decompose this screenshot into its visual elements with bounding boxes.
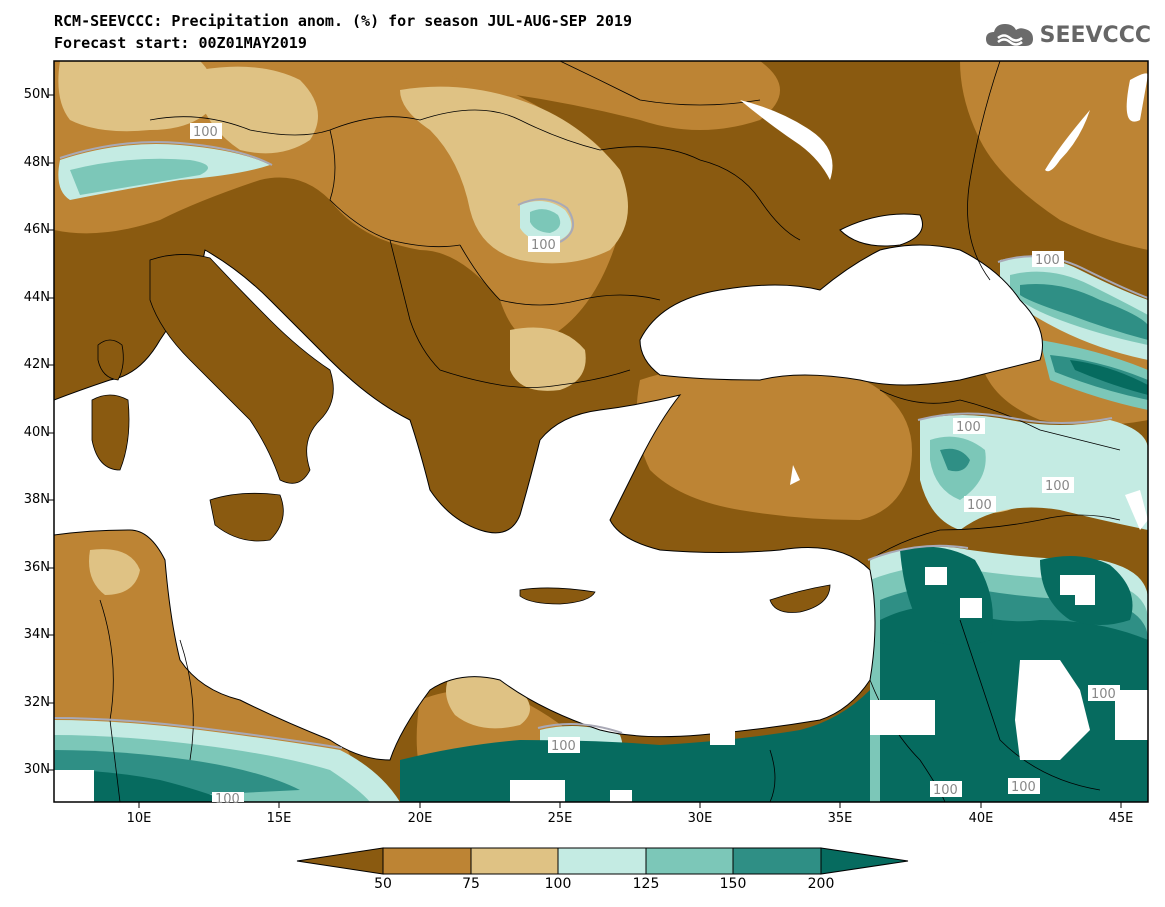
lat-label-46n: 46N — [23, 222, 50, 237]
forecast-start-subtitle: Forecast start: 00Z01MAY2019 — [54, 34, 307, 52]
contour-label: 100 — [1091, 687, 1116, 702]
contour-label: 100 — [956, 420, 981, 435]
colorbar-label-50: 50 — [374, 876, 392, 892]
lon-label-10e: 10E — [126, 811, 152, 826]
lat-label-40n: 40N — [23, 425, 50, 440]
contour-label: 100 — [933, 783, 958, 798]
contour-label: 100 — [967, 498, 992, 513]
lat-label-38n: 38N — [23, 492, 50, 507]
lon-label-30e: 30E — [687, 811, 713, 826]
colorbar-legend — [296, 847, 909, 875]
land-masses — [91, 254, 831, 613]
map-frame — [53, 60, 1149, 803]
contour-label: 100 — [215, 792, 240, 807]
colorbar-label-100: 100 — [544, 876, 572, 892]
colorbar-segment-above-200 — [820, 847, 909, 875]
no-data-patches — [54, 73, 1148, 802]
map-title: RCM-SEEVCCC: Precipitation anom. (%) for… — [54, 12, 632, 30]
lat-label-32n: 32N — [23, 695, 50, 710]
lon-label-20e: 20E — [407, 811, 433, 826]
lat-label-42n: 42N — [23, 357, 50, 372]
lon-label-25e: 25E — [547, 811, 573, 826]
contour-100-lines — [54, 141, 1148, 749]
colorbar-segment-100-125 — [557, 847, 647, 875]
contour-label: 100 — [1035, 253, 1060, 268]
contour-label: 100 — [551, 739, 576, 754]
colorbar-segment-75-100 — [470, 847, 559, 875]
lat-label-30n: 30N — [23, 762, 50, 777]
contour-labels: 100 100 100 100 100 100 100 100 100 100 … — [190, 123, 1120, 807]
lat-label-50n: 50N — [23, 87, 50, 102]
lon-label-45e: 45E — [1108, 811, 1134, 826]
colorbar-label-125: 125 — [632, 876, 660, 892]
lat-label-34n: 34N — [23, 627, 50, 642]
logo-text: SEEVCCC — [1039, 22, 1151, 48]
axis-ticks — [48, 94, 1122, 808]
cloud-icon — [985, 24, 1033, 46]
lat-label-36n: 36N — [23, 560, 50, 575]
contour-label: 100 — [1045, 479, 1070, 494]
colorbar-label-150: 150 — [719, 876, 747, 892]
lat-label-44n: 44N — [23, 290, 50, 305]
colorbar-segment-below-50 — [296, 847, 384, 875]
contour-label: 100 — [531, 238, 556, 253]
lon-label-15e: 15E — [266, 811, 292, 826]
colorbar-segment-150-200 — [732, 847, 822, 875]
colorbar-segment-50-75 — [382, 847, 472, 875]
anomaly-band-above-200 — [54, 360, 1148, 802]
colorbar-label-75: 75 — [462, 876, 480, 892]
seevccc-logo: SEEVCCC — [984, 20, 1151, 50]
lon-label-40e: 40E — [968, 811, 994, 826]
colorbar-segment-125-150 — [645, 847, 734, 875]
contour-label: 100 — [193, 125, 218, 140]
lon-label-35e: 35E — [827, 811, 853, 826]
lat-label-48n: 48N — [23, 155, 50, 170]
contour-label: 100 — [1011, 780, 1036, 795]
colorbar-label-200: 200 — [807, 876, 835, 892]
